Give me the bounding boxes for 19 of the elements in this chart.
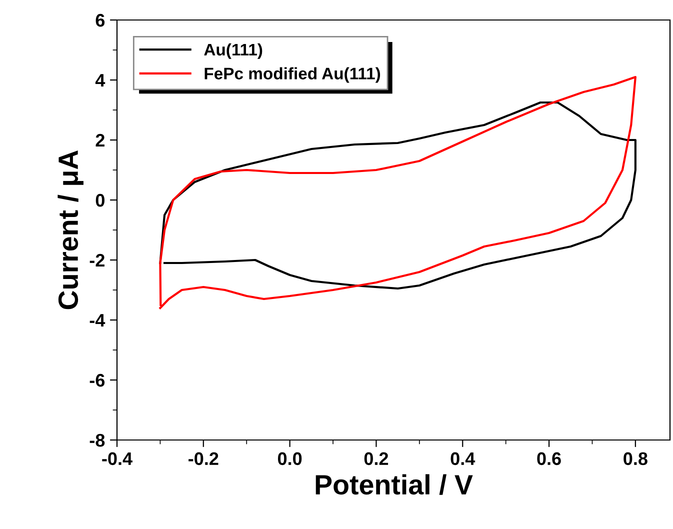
y-tick-label: -6 <box>90 374 105 387</box>
x-tick-label: -0.2 <box>188 452 218 466</box>
x-tick-label: 0.4 <box>450 452 476 466</box>
x-tick-label: 0.8 <box>624 452 648 466</box>
x-tick-label: 0.6 <box>537 452 561 466</box>
legend-label: Au(111) <box>204 43 262 59</box>
y-tick-label: 2 <box>96 134 104 147</box>
x-tick-label: -0.4 <box>102 452 132 466</box>
y-tick-label: 4 <box>95 74 106 87</box>
y-tick-label: -2 <box>90 254 104 267</box>
y-tick-label: 6 <box>96 14 105 27</box>
y-tick-label: -8 <box>90 434 105 447</box>
y-tick-label: -4 <box>90 314 106 327</box>
x-axis-title: Potential / V <box>316 474 473 495</box>
y-axis-title: Current / μA <box>58 150 84 310</box>
x-tick-label: 0.2 <box>364 452 388 466</box>
y-tick-label: 0 <box>96 194 104 207</box>
x-tick-label: 0.0 <box>278 452 302 466</box>
legend-label: FePc modified Au(111) <box>204 67 380 83</box>
